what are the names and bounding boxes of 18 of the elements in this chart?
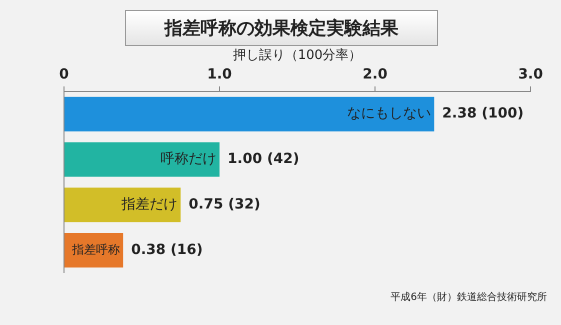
- x-axis-title: 押し誤り（100分率）: [232, 47, 362, 64]
- x-tick-label: 2.0: [362, 66, 388, 83]
- bar: [64, 188, 181, 222]
- bar: [64, 96, 434, 132]
- y-tick-label: 呼称だけ: [160, 151, 217, 168]
- data-label: 0.38 (16): [131, 242, 203, 258]
- y-tick-label: 指差だけ: [120, 196, 178, 213]
- y-tick-label: 指差呼称: [71, 242, 120, 256]
- data-label: 1.00 (42): [228, 151, 300, 168]
- y-tick-label: なにもしない: [347, 106, 432, 122]
- data-label: 0.75 (32): [188, 196, 260, 213]
- x-tick-label: 1.0: [207, 66, 232, 83]
- chart-title: 指差呼称の効果検定実験結果: [125, 10, 438, 46]
- data-label: 2.38 (100): [442, 106, 524, 122]
- x-tick-label: 3.0: [518, 66, 544, 83]
- bar: [64, 142, 220, 177]
- text: 平成6年（財）鉄道総合技術研究所: [390, 290, 547, 304]
- x-tick-label: 0: [59, 66, 70, 83]
